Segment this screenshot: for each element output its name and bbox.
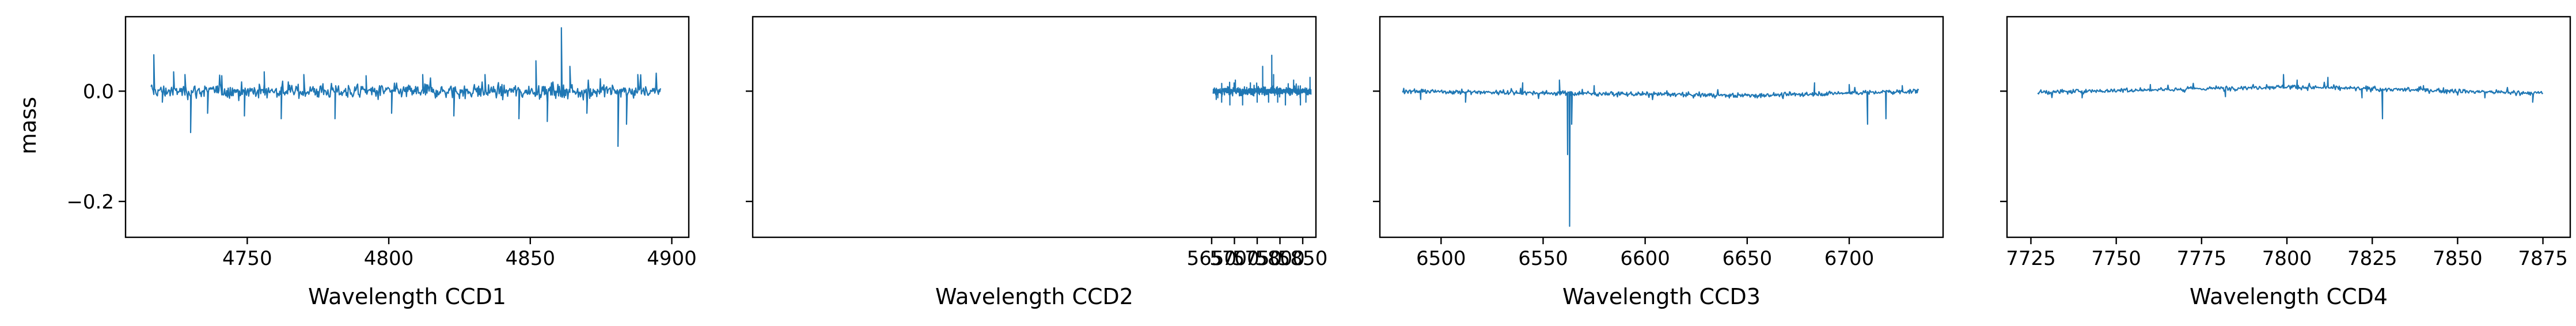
plot-frame-2 <box>752 16 1317 238</box>
x-tick-label: 7825 <box>2347 247 2397 270</box>
x-tick-label: 5650 <box>1187 247 1237 270</box>
chart-panel-4: 7725 7750 7775 7800 7825 7850 7875 Wavelength C… <box>2000 16 2571 309</box>
x-tick-label: 4800 <box>364 247 414 270</box>
chart-panel-1: 4750 4800 4850 4900 −0.2 0.0 Wavelength CCD1 <box>66 16 697 309</box>
x-axis-label-ccd3: Wavelength CCD3 <box>1562 284 1761 309</box>
x-tick-label: 5850 <box>1278 247 1328 270</box>
series-line-ccd1 <box>150 27 661 147</box>
chart-panel-3: 6500 6550 6600 6650 6700 Wavelength CCD3 <box>1373 16 1944 309</box>
x-tick-label: 7775 <box>2177 247 2227 270</box>
x-tick-label: 5750 <box>1232 247 1283 270</box>
figure-ylabel: mass <box>16 97 41 154</box>
plot-frame-1 <box>124 16 690 238</box>
x-tick-label: 6700 <box>1824 247 1875 270</box>
x-tick-label: 4900 <box>647 247 697 270</box>
y-tick-label: 0.0 <box>83 80 114 103</box>
plot-frame-3 <box>1379 16 1944 238</box>
x-tick-label: 4850 <box>506 247 556 270</box>
x-axis-label-ccd1: Wavelength CCD1 <box>308 284 506 309</box>
x-tick-label: 7725 <box>2006 247 2056 270</box>
plot-frame-4 <box>2006 16 2571 238</box>
x-tick-label: 6600 <box>1620 247 1670 270</box>
x-axis-label-ccd4: Wavelength CCD4 <box>2190 284 2388 309</box>
x-axis-label-ccd2: Wavelength CCD2 <box>935 284 1133 309</box>
x-tick-label: 7850 <box>2433 247 2483 270</box>
series-line-ccd2 <box>1212 54 1312 106</box>
x-tick-label: 7875 <box>2518 247 2568 270</box>
x-tick-label: 6500 <box>1416 247 1466 270</box>
x-tick-label: 6650 <box>1723 247 1773 270</box>
x-tick-label: 7750 <box>2091 247 2141 270</box>
series-line-ccd4 <box>2037 74 2544 120</box>
x-tick-label: 7800 <box>2262 247 2312 270</box>
x-tick-label: 5800 <box>1255 247 1305 270</box>
y-tick-label: −0.2 <box>66 191 114 214</box>
series-line-ccd3 <box>1402 79 1919 227</box>
x-tick-label: 6550 <box>1518 247 1568 270</box>
x-tick-label: 5700 <box>1209 247 1259 270</box>
x-tick-label: 4750 <box>222 247 272 270</box>
